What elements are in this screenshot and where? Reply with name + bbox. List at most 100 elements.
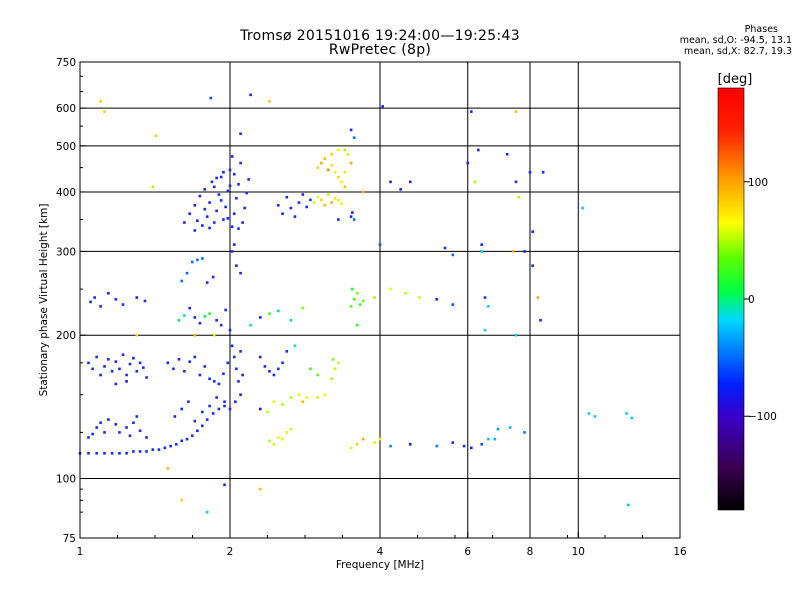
data-point [351, 287, 354, 291]
data-point [258, 355, 262, 359]
data-point [103, 431, 106, 434]
data-point [483, 296, 487, 299]
data-point [232, 355, 236, 359]
data-point [173, 415, 177, 418]
data-point [263, 365, 267, 368]
data-point [201, 257, 204, 260]
data-point [289, 206, 293, 210]
data-point [169, 444, 172, 448]
data-point [289, 318, 293, 322]
data-point [309, 198, 312, 202]
data-point [125, 451, 128, 455]
data-point [289, 427, 293, 431]
data-point [241, 373, 244, 377]
data-point [226, 217, 230, 220]
data-point [208, 226, 211, 230]
chart-subtitle: RwPretec (8p) [328, 42, 432, 58]
data-point [99, 100, 102, 103]
data-point [323, 203, 327, 207]
data-point [593, 415, 597, 418]
data-point [228, 407, 232, 411]
data-point [343, 148, 347, 152]
data-point [514, 110, 518, 113]
data-point [223, 400, 226, 404]
data-point [237, 227, 240, 230]
data-point [110, 451, 114, 455]
data-point [536, 296, 540, 299]
data-point [514, 180, 518, 184]
y-tick-label: 750 [56, 57, 76, 69]
data-point [323, 393, 327, 397]
data-point [355, 443, 359, 446]
data-point [205, 418, 209, 421]
data-point [528, 170, 532, 174]
data-point [237, 380, 240, 383]
data-point [587, 412, 591, 415]
data-point [337, 218, 340, 221]
data-point [276, 367, 280, 371]
data-point [268, 439, 271, 443]
data-point [107, 418, 110, 421]
data-point [239, 161, 242, 165]
x-tick-label: 6 [464, 546, 471, 558]
colorbar [717, 87, 745, 511]
data-point [205, 510, 209, 514]
y-tick-label: 500 [56, 141, 76, 153]
data-point [190, 260, 194, 264]
data-point [272, 443, 276, 446]
x-tick-label: 8 [527, 546, 534, 558]
data-point [215, 209, 218, 213]
data-point [389, 287, 392, 291]
data-point [103, 451, 106, 455]
data-point [93, 296, 96, 299]
data-point [451, 253, 455, 257]
data-point [531, 264, 534, 267]
data-point [289, 396, 293, 399]
data-point [312, 201, 316, 204]
data-point [95, 451, 98, 455]
data-point [226, 361, 230, 365]
data-point [230, 344, 234, 348]
data-point [95, 355, 98, 359]
data-point [222, 218, 225, 221]
data-point [355, 323, 359, 327]
data-point [462, 444, 466, 448]
data-point [361, 437, 365, 441]
data-point [466, 161, 470, 165]
data-point [541, 170, 545, 174]
data-point [239, 271, 242, 275]
data-point [281, 212, 284, 216]
data-point [196, 258, 199, 262]
data-point [114, 382, 118, 386]
data-point [157, 448, 161, 451]
data-point [316, 396, 320, 399]
data-point [514, 333, 518, 337]
data-point [145, 436, 148, 439]
data-point [443, 246, 447, 250]
data-point [483, 328, 487, 332]
data-point [188, 212, 191, 216]
data-point [224, 308, 227, 312]
data-point [188, 306, 191, 310]
data-point [316, 166, 320, 169]
data-point [473, 180, 477, 184]
data-point [121, 303, 125, 306]
data-point [95, 426, 98, 429]
data-point [373, 296, 376, 299]
data-point [305, 205, 308, 209]
data-point [352, 136, 356, 140]
data-point [132, 450, 135, 453]
data-point [330, 164, 334, 167]
data-point [258, 407, 262, 411]
data-point [340, 180, 343, 184]
data-point [337, 148, 340, 152]
data-point [212, 333, 216, 337]
data-point [114, 297, 118, 301]
data-point [355, 291, 359, 295]
data-point [180, 499, 184, 502]
data-point [285, 350, 289, 353]
data-point [118, 431, 121, 434]
data-point [183, 221, 186, 224]
data-point [107, 358, 110, 361]
data-point [349, 305, 353, 308]
